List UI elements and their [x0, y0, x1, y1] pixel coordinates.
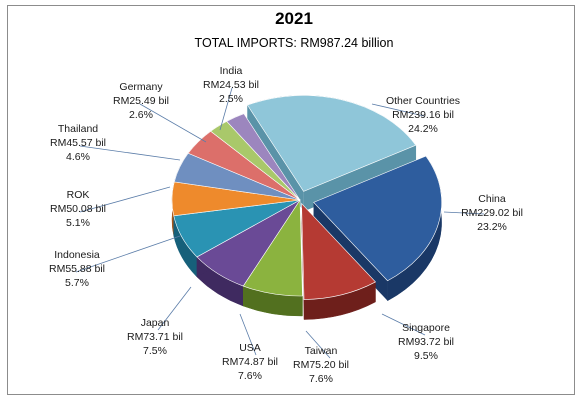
chart-title: 2021 [275, 9, 313, 28]
slice-label-value-text: RM93.72 bil [398, 336, 454, 348]
slice-label-pct-text: 7.6% [238, 370, 262, 382]
slice-label-label: USA [239, 342, 261, 354]
slice-label-pct-text: 7.6% [309, 373, 333, 385]
leader-line [381, 313, 426, 336]
leader-line [305, 330, 331, 359]
slice-label-pct-text: 2.5% [219, 93, 243, 105]
slice-label-pct-text: 5.1% [66, 217, 90, 229]
slice-label-value-text: RM75.20 bil [293, 359, 349, 371]
pie-slice-india [226, 113, 301, 201]
slice-label-label: Thailand [58, 123, 98, 135]
slice-label-value-text: RM229.02 bil [461, 207, 523, 219]
slice-label-value-text: RM24.53 bil [203, 79, 259, 91]
slice-label-label: Other Countries [386, 95, 460, 107]
leader-line [443, 211, 485, 215]
leader-line [79, 145, 181, 161]
leader-line [139, 103, 207, 143]
slice-label-label: Taiwan [305, 345, 338, 357]
slice-label-pct-text: 7.5% [143, 345, 167, 357]
slice-label-label: Singapore [402, 322, 450, 334]
slice-label-value-text: RM55.88 bil [49, 263, 105, 275]
leader-line [219, 87, 233, 131]
slice-label-label: China [478, 193, 506, 205]
slice-label-value-text: RM73.71 bil [127, 331, 183, 343]
slice-label-pct-text: 2.6% [129, 109, 153, 121]
pie-slice-singapore [301, 202, 376, 300]
slice-label-label: India [220, 65, 243, 77]
slice-label-value-text: RM50.08 bil [50, 203, 106, 215]
pie-slice-other-countries [247, 95, 417, 192]
slice-label-label: Japan [141, 317, 170, 329]
leader-line [75, 235, 181, 273]
slice-label-label: Germany [119, 81, 163, 93]
chart-subtitle: TOTAL IMPORTS: RM987.24 billion [194, 36, 394, 50]
slice-label-label: Indonesia [54, 249, 100, 261]
slice-label-value-text: RM239.16 bil [392, 109, 454, 121]
pie-slice-china [313, 155, 442, 282]
leader-line [79, 186, 171, 213]
leader-line [157, 286, 192, 331]
slice-label-value-text: RM74.87 bil [222, 356, 278, 368]
slice-label-pct-text: 9.5% [414, 350, 438, 362]
slice-label-pct-text: 5.7% [65, 277, 89, 289]
slice-label-pct-text: 23.2% [477, 221, 507, 233]
leader-line [239, 313, 257, 356]
slice-label-pct-text: 24.2% [408, 123, 438, 135]
slice-label-value-text: RM25.49 bil [113, 95, 169, 107]
leader-line [371, 103, 425, 117]
slice-label-pct-text: 4.6% [66, 151, 90, 163]
slice-label-label: ROK [67, 189, 90, 201]
slice-label-value-text: RM45.57 bil [50, 137, 106, 149]
